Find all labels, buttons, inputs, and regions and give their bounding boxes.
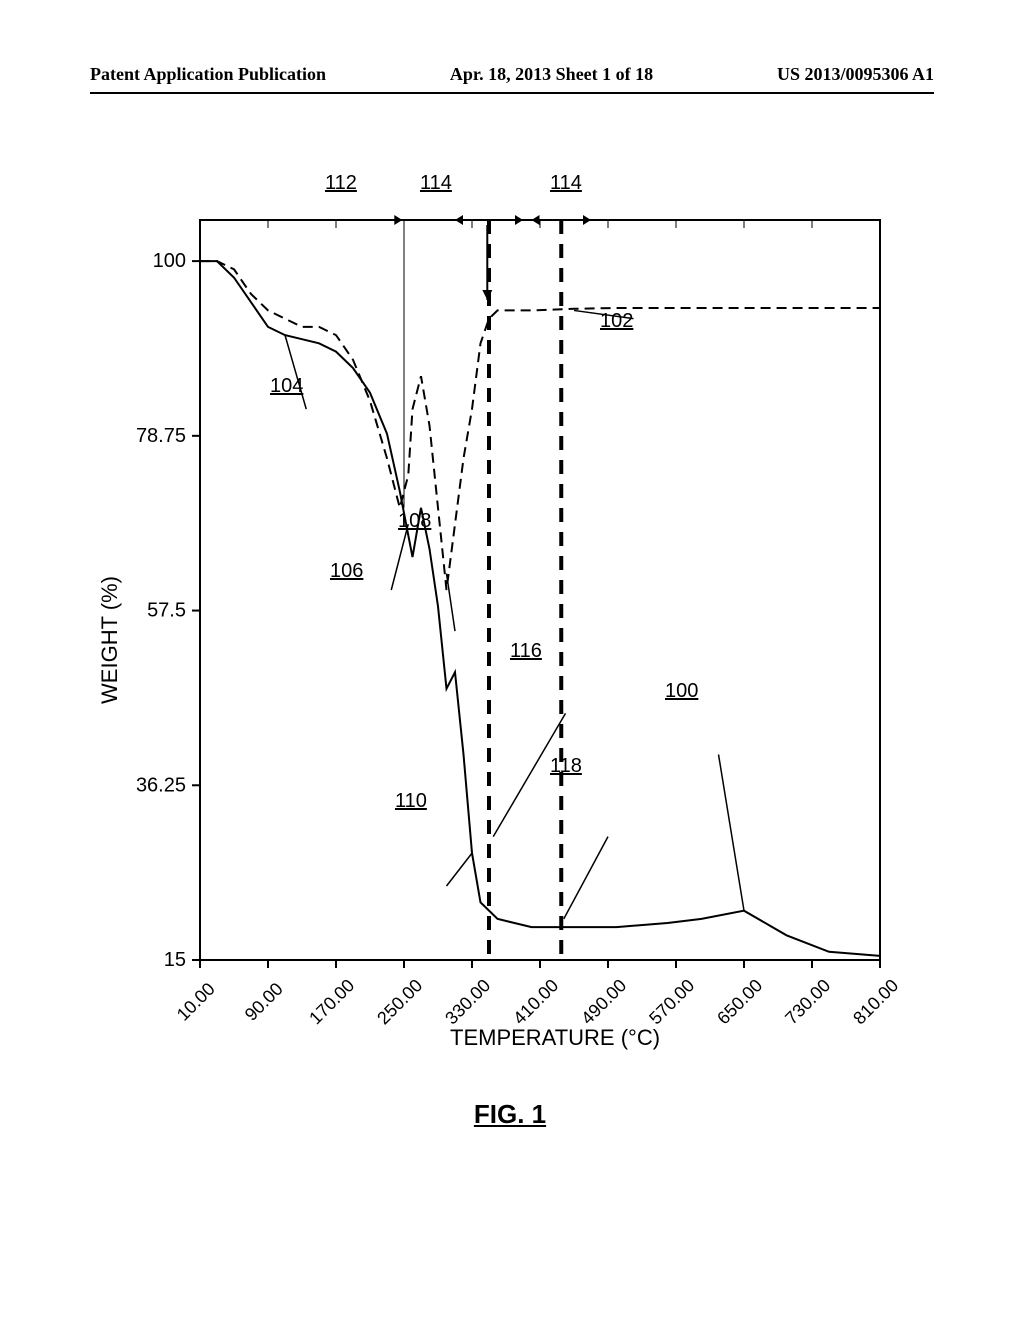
annot-104: 104 [270, 375, 303, 398]
annot-108: 108 [398, 510, 431, 533]
svg-text:730.00: 730.00 [781, 975, 834, 1028]
svg-text:90.00: 90.00 [241, 979, 287, 1025]
svg-text:650.00: 650.00 [713, 975, 766, 1028]
annot-106: 106 [330, 560, 363, 583]
annot-118: 118 [550, 755, 582, 778]
svg-text:570.00: 570.00 [645, 975, 698, 1028]
page-header: Patent Application Publication Apr. 18, … [0, 64, 1024, 85]
svg-text:490.00: 490.00 [577, 975, 630, 1028]
y-axis-label: WEIGHT (%) [97, 576, 123, 704]
header-left: Patent Application Publication [90, 64, 326, 85]
figure-caption: FIG. 1 [474, 1099, 546, 1130]
svg-text:78.75: 78.75 [136, 425, 186, 447]
annot-102: 102 [600, 310, 633, 333]
header-center: Apr. 18, 2013 Sheet 1 of 18 [450, 64, 653, 85]
svg-text:100: 100 [153, 250, 186, 272]
svg-text:170.00: 170.00 [305, 975, 358, 1028]
svg-text:10.00: 10.00 [173, 979, 219, 1025]
annot-112: 112 [325, 172, 357, 195]
svg-text:36.25: 36.25 [136, 774, 186, 796]
svg-text:330.00: 330.00 [441, 975, 494, 1028]
x-axis-label: TEMPERATURE (°C) [450, 1025, 660, 1051]
annot-100: 100 [665, 680, 698, 703]
svg-text:250.00: 250.00 [373, 975, 426, 1028]
svg-text:810.00: 810.00 [849, 975, 900, 1028]
annot-114a: 114 [420, 172, 452, 195]
svg-text:410.00: 410.00 [509, 975, 562, 1028]
annot-110: 110 [395, 790, 427, 813]
svg-text:15: 15 [164, 949, 186, 971]
svg-text:57.5: 57.5 [147, 600, 186, 622]
annot-116: 116 [510, 640, 542, 663]
header-rule [90, 92, 934, 94]
figure-1: 15 36.25 57.5 78.75 100 10.00 90.00 170.00 250.0… [120, 200, 900, 1080]
annot-114b: 114 [550, 172, 582, 195]
header-right: US 2013/0095306 A1 [777, 64, 934, 85]
